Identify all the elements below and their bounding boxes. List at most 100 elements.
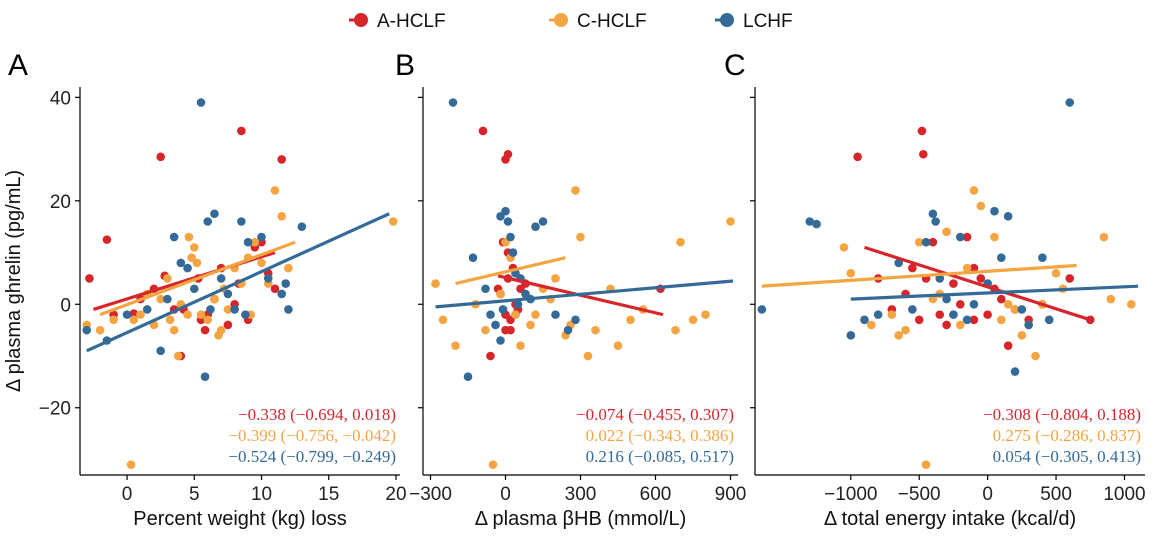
data-point-c-hclf <box>583 351 593 361</box>
data-point-c-hclf <box>163 274 172 283</box>
data-point-c-hclf <box>901 325 910 335</box>
legend-item-c-hclf: C-HCLF <box>549 11 647 32</box>
data-point-c-hclf <box>284 263 293 273</box>
data-point-lchf <box>949 310 958 319</box>
data-point-a-hclf <box>908 263 917 273</box>
data-point-lchf <box>189 284 199 294</box>
data-point-lchf <box>216 274 226 283</box>
legend-swatch-dot <box>354 13 368 27</box>
data-point-c-hclf <box>481 325 490 335</box>
x-tick-label: 20 <box>385 484 406 505</box>
data-point-a-hclf <box>478 126 488 136</box>
data-point-c-hclf <box>196 310 206 319</box>
data-point-lchf <box>506 232 515 242</box>
data-point-lchf <box>501 206 510 216</box>
data-point-c-hclf <box>277 212 286 221</box>
data-point-c-hclf <box>1003 299 1013 309</box>
data-point-lchf <box>142 305 152 314</box>
data-point-lchf <box>1044 315 1054 325</box>
stat-annotation: 0.216 (−0.085, 0.517) <box>586 447 734 466</box>
data-point-lchf <box>498 305 508 314</box>
fit-line-c-hclf <box>761 263 1077 288</box>
data-point-c-hclf <box>223 305 233 314</box>
x-tick-label: 10 <box>251 484 272 505</box>
data-point-lchf <box>206 305 215 314</box>
x-tick-label: −1000 <box>824 484 877 505</box>
data-point-lchf <box>241 310 250 319</box>
data-point-a-hclf <box>969 263 979 273</box>
data-point-a-hclf <box>85 274 94 283</box>
fit-line-a-hclf <box>863 245 1091 322</box>
data-point-a-hclf <box>917 126 927 136</box>
data-point-lchf <box>156 346 165 356</box>
data-point-c-hclf <box>990 232 999 242</box>
data-point-c-hclf <box>95 325 105 335</box>
data-point-c-hclf <box>894 331 903 340</box>
data-point-c-hclf <box>726 217 735 226</box>
data-point-lchf <box>122 310 132 319</box>
data-point-c-hclf <box>169 325 179 335</box>
legend-label: LCHF <box>743 11 793 32</box>
x-tick-label: 900 <box>715 484 747 505</box>
data-point-c-hclf <box>914 237 924 247</box>
data-point-c-hclf <box>126 460 136 469</box>
data-point-a-hclf <box>270 284 280 294</box>
fit-line-lchf <box>86 212 390 353</box>
data-point-c-hclf <box>571 186 580 195</box>
data-point-c-hclf <box>210 294 219 304</box>
data-point-a-hclf <box>976 274 986 283</box>
data-point-c-hclf <box>531 310 540 319</box>
fit-line-c-hclf <box>99 240 296 317</box>
data-point-lchf <box>200 372 210 382</box>
data-point-lchf <box>468 253 478 263</box>
x-tick-label: 1000 <box>1103 484 1145 505</box>
data-point-lchf <box>481 284 490 294</box>
data-point-c-hclf <box>165 315 175 325</box>
data-point-c-hclf <box>1127 299 1136 309</box>
legend-swatch-dot <box>554 13 568 27</box>
series-lchf <box>757 98 1075 376</box>
data-point-lchf <box>908 305 917 314</box>
data-point-lchf <box>230 305 239 314</box>
data-point-lchf <box>1010 367 1020 376</box>
panel-letter: B <box>395 49 415 82</box>
data-point-lchf <box>183 263 192 273</box>
data-point-lchf <box>962 315 972 325</box>
data-point-c-hclf <box>192 258 202 268</box>
stat-annotation: −0.074 (−0.455, 0.307) <box>576 405 734 424</box>
stat-annotation: −0.308 (−0.804, 0.188) <box>983 405 1141 424</box>
data-point-c-hclf <box>671 325 680 335</box>
y-axis-title: Δ plasma ghrelin (pg/mL) <box>3 170 25 392</box>
data-point-lchf <box>921 237 931 247</box>
y-tick-label: −20 <box>39 399 71 420</box>
data-point-lchf <box>538 217 548 226</box>
data-point-lchf <box>935 274 945 283</box>
data-point-c-hclf <box>183 310 192 319</box>
data-point-lchf <box>277 289 286 299</box>
x-axis-title: Δ total energy intake (kcal/d) <box>824 508 1076 530</box>
data-point-lchf <box>571 315 580 325</box>
data-point-lchf <box>860 315 869 325</box>
legend: A-HCLF C-HCLF LCHF <box>349 11 793 32</box>
data-point-lchf <box>955 232 965 242</box>
data-point-lchf <box>531 222 540 231</box>
data-point-a-hclf <box>949 279 958 288</box>
data-point-lchf <box>486 310 495 319</box>
x-axis-title: Percent weight (kg) loss <box>133 508 346 530</box>
x-tick-label: 300 <box>565 484 597 505</box>
data-point-c-hclf <box>613 341 623 350</box>
data-point-c-hclf <box>591 325 600 335</box>
data-point-lchf <box>503 217 513 226</box>
data-point-c-hclf <box>1106 294 1116 304</box>
x-tick-label: −500 <box>898 484 941 505</box>
data-point-a-hclf <box>1065 274 1075 283</box>
data-point-c-hclf <box>1051 268 1061 278</box>
data-point-lchf <box>176 258 186 268</box>
data-point-c-hclf <box>526 320 535 330</box>
data-point-c-hclf <box>1031 351 1040 361</box>
data-point-a-hclf <box>486 351 495 361</box>
data-point-c-hclf <box>173 351 183 361</box>
fit-line-lchf <box>435 279 734 309</box>
fit-line-lchf <box>850 284 1139 301</box>
data-point-lchf <box>203 217 213 226</box>
